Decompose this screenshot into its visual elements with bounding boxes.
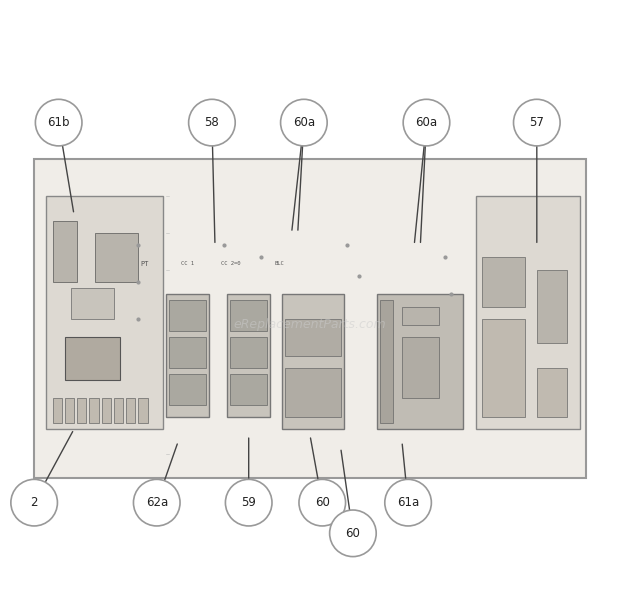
FancyBboxPatch shape [71,288,114,319]
FancyBboxPatch shape [283,294,343,429]
FancyBboxPatch shape [46,196,163,429]
FancyBboxPatch shape [285,319,340,356]
Text: 60: 60 [315,496,330,509]
FancyBboxPatch shape [537,270,567,343]
FancyBboxPatch shape [381,300,392,423]
FancyBboxPatch shape [169,300,206,331]
FancyBboxPatch shape [169,337,206,368]
Text: 2: 2 [30,496,38,509]
Circle shape [330,510,376,557]
Text: 60a: 60a [293,116,315,129]
FancyBboxPatch shape [402,337,439,398]
FancyBboxPatch shape [169,374,206,405]
FancyBboxPatch shape [102,398,111,423]
Text: 60: 60 [345,527,360,540]
FancyBboxPatch shape [476,196,580,429]
FancyBboxPatch shape [34,159,586,478]
FancyBboxPatch shape [89,398,99,423]
Circle shape [513,99,560,146]
FancyBboxPatch shape [378,294,463,429]
FancyBboxPatch shape [537,368,567,417]
Circle shape [133,479,180,526]
FancyBboxPatch shape [402,306,439,325]
FancyBboxPatch shape [114,398,123,423]
FancyBboxPatch shape [285,368,340,417]
FancyBboxPatch shape [95,233,138,282]
Text: 60a: 60a [415,116,438,129]
Text: 58: 58 [205,116,219,129]
Text: 59: 59 [241,496,256,509]
FancyBboxPatch shape [53,398,62,423]
Text: eReplacementParts.com: eReplacementParts.com [234,318,386,332]
Circle shape [226,479,272,526]
Circle shape [11,479,58,526]
Circle shape [188,99,235,146]
Circle shape [281,99,327,146]
FancyBboxPatch shape [53,221,77,282]
FancyBboxPatch shape [77,398,86,423]
Text: 61b: 61b [47,116,70,129]
FancyBboxPatch shape [230,374,267,405]
FancyBboxPatch shape [65,398,74,423]
Text: CC 2=0: CC 2=0 [221,261,240,266]
FancyBboxPatch shape [138,398,148,423]
FancyBboxPatch shape [166,294,209,417]
FancyBboxPatch shape [65,337,120,380]
FancyBboxPatch shape [228,294,270,417]
FancyBboxPatch shape [230,337,267,368]
FancyBboxPatch shape [482,257,525,306]
Circle shape [403,99,450,146]
Text: BLC: BLC [275,261,284,266]
Circle shape [385,479,432,526]
Text: 57: 57 [529,116,544,129]
Text: PT: PT [140,261,149,267]
Text: 62a: 62a [146,496,168,509]
Circle shape [299,479,345,526]
FancyBboxPatch shape [230,300,267,331]
Text: 61a: 61a [397,496,419,509]
Circle shape [35,99,82,146]
FancyBboxPatch shape [126,398,135,423]
Text: CC 1: CC 1 [181,261,194,266]
FancyBboxPatch shape [482,319,525,417]
